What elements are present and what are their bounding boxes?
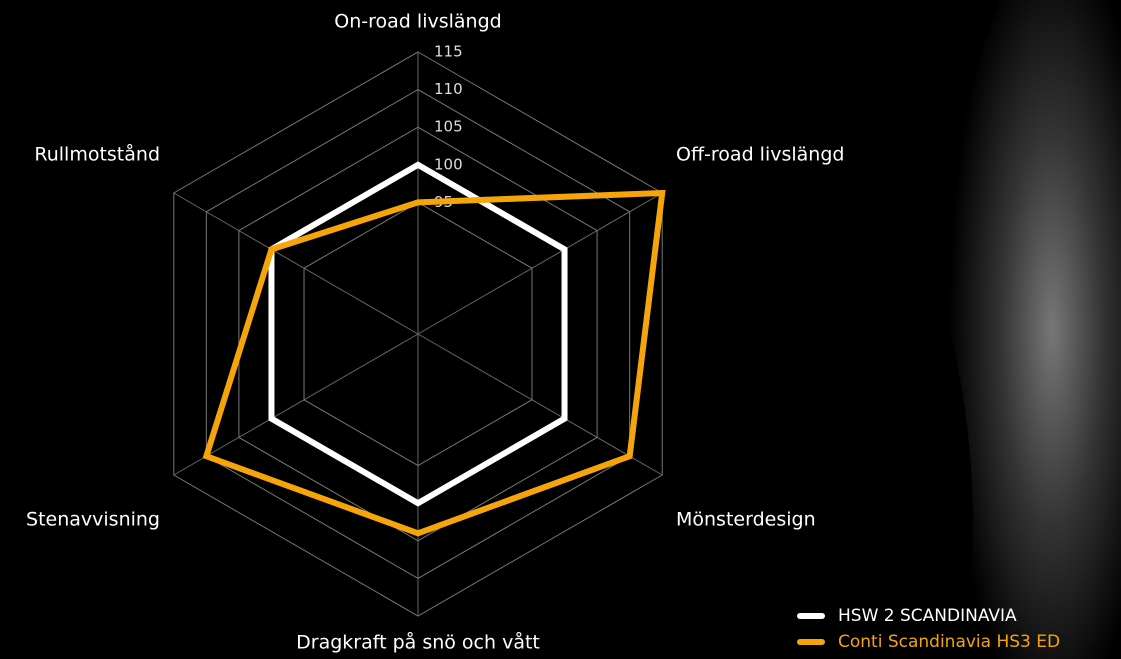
chart: 95100105110115On-road livslängdOff-road …	[0, 0, 1121, 659]
axis-label: Off-road livslängd	[676, 144, 844, 166]
axis-label: On-road livslängd	[334, 11, 501, 33]
series-line	[206, 193, 662, 533]
axis-label: Mönsterdesign	[676, 509, 816, 531]
legend-label: Conti Scandinavia HS3 ED	[838, 632, 1060, 652]
r-tick-label: 110	[434, 80, 463, 98]
spoke	[174, 334, 418, 475]
spoke	[418, 334, 662, 475]
axis-label: Dragkraft på snö och vått	[296, 631, 540, 654]
r-tick-label: 115	[434, 43, 463, 61]
r-tick-label: 100	[434, 155, 463, 173]
r-tick-label: 105	[434, 118, 463, 136]
legend-label: HSW 2 SCANDINAVIA	[838, 606, 1017, 626]
spoke	[418, 193, 662, 334]
axis-label: Rullmotstånd	[34, 143, 160, 166]
background-image	[949, 0, 1121, 659]
axis-label: Stenavvisning	[26, 509, 160, 531]
